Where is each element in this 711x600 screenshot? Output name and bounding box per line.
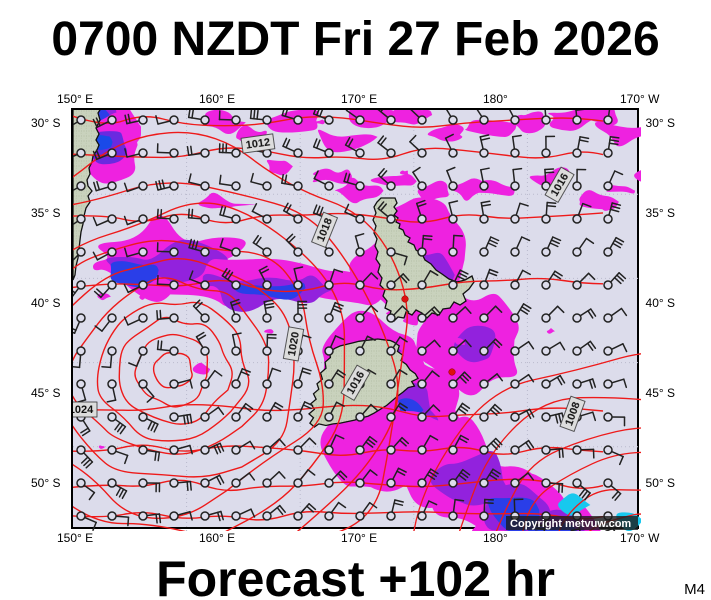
- svg-text:1024: 1024: [73, 404, 94, 416]
- svg-text:Copyright metvuw.com: Copyright metvuw.com: [510, 518, 631, 530]
